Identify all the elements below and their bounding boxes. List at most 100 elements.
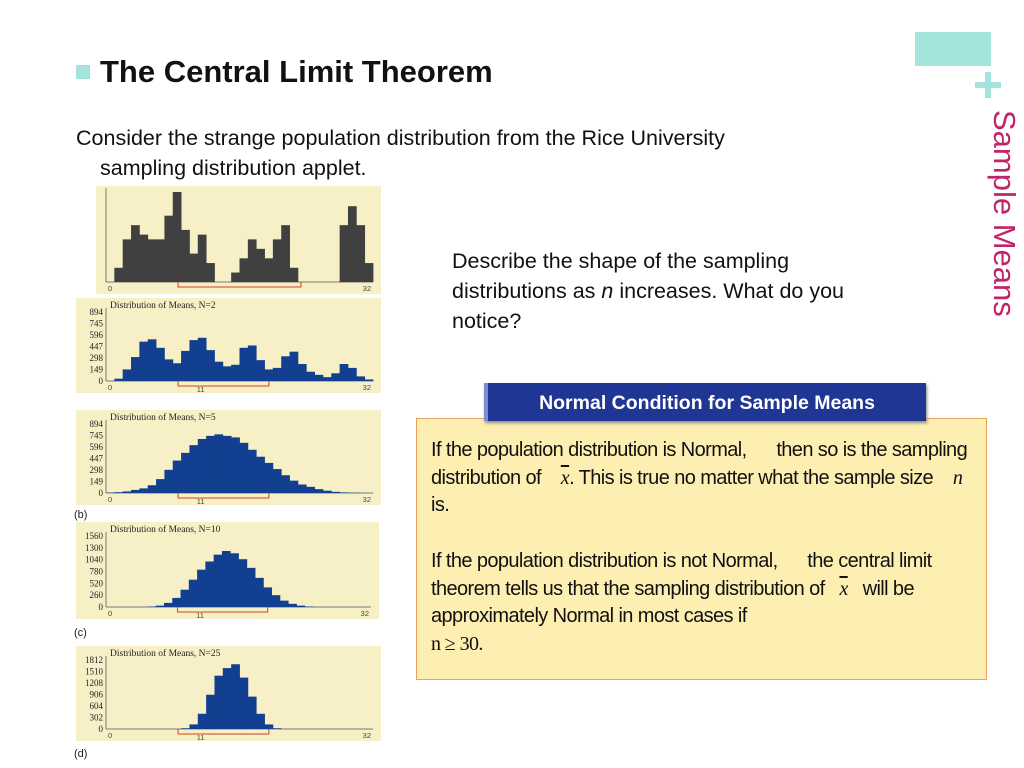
histogram-bar [347,206,357,282]
y-tick-label: 745 [90,431,104,441]
histogram-bar [205,561,215,607]
histogram-bar [296,605,306,607]
condition-p2-a: If the population distribution is not No… [431,550,778,572]
y-tick-label: 780 [90,567,104,577]
histogram-bar [247,345,257,381]
range-bracket [177,729,270,735]
histogram-bar [172,460,182,493]
histogram-bar [164,359,174,381]
histogram-bar [156,479,165,493]
histogram-title: Distribution of Means, N=10 [110,524,221,535]
y-tick-label: 298 [90,353,104,363]
x-tick-label: 32 [363,383,371,392]
histogram-bar [156,347,165,381]
x-tick-label: 0 [108,284,112,293]
histogram-bar [197,337,207,381]
panel-label-d: (d) [74,748,88,760]
condition-p2-xbar: x [839,577,848,600]
histogram-bar [222,435,232,493]
histogram-bar [256,713,265,729]
histogram-bar [172,597,181,607]
y-tick-label: 447 [90,454,104,464]
intro-line-2: sampling distribution applet. [100,156,367,180]
histogram-bar [188,579,198,607]
histogram-bar [180,589,190,607]
histogram-bar [331,491,341,493]
condition-p1-c: . This is true no matter what the sample… [569,466,938,489]
histogram-bar [163,602,173,607]
histogram-bar [239,347,249,381]
histogram-bar [272,469,282,493]
panel-label-c: (c) [74,627,87,639]
x-tick-label: 11 [197,733,205,741]
histogram-bar [272,239,282,282]
histogram-title: Distribution of Means, N=2 [110,300,216,311]
condition-p1-a: If the population distribution is Normal… [431,439,747,461]
histogram-bar [339,492,349,493]
histogram-bar [122,239,132,282]
condition-paragraph-1: If the population distribution is Normal… [431,437,979,520]
corner-accent-block [915,32,991,66]
histogram-bar [306,371,315,381]
histogram-bar [221,551,231,607]
histogram-bar [281,475,290,493]
x-tick-label: 11 [197,497,205,505]
y-tick-label: 1812 [85,655,103,665]
condition-p1-n: n [952,466,963,489]
histogram-bar [238,559,248,607]
y-tick-label: 596 [90,442,104,452]
histogram-bar [289,351,299,381]
y-tick-label: 149 [90,365,104,375]
histogram-bar [356,225,366,282]
histogram-bar [189,445,199,493]
population-histogram-panel: 0 32 [96,186,381,294]
y-tick-label: 302 [90,713,104,723]
y-tick-label: 1040 [85,555,104,565]
means-n2-histogram: Distribution of Means, N=201492984475967… [90,300,374,393]
histogram-bar [131,225,140,282]
x-tick-label: 11 [196,611,204,619]
histogram-bar [279,600,289,607]
histogram-bar [164,215,174,282]
histogram-title: Distribution of Means, N=5 [110,412,216,423]
histogram-bar [322,377,332,381]
page-title: The Central Limit Theorem [100,54,493,89]
condition-p2-b: the central limit theorem tells us that … [431,550,932,600]
histogram-bar [264,462,274,493]
y-tick-label: 894 [90,419,104,429]
histogram-bar [155,605,165,607]
x-tick-label: 32 [363,731,371,740]
histogram-bar [288,603,297,607]
histogram-bar [239,677,249,729]
x-tick-label: 0 [108,495,112,504]
histogram-bar [272,367,282,381]
range-bracket [177,381,270,387]
condition-p1-d: is. [431,494,450,516]
histogram-bar [256,248,265,282]
range-bracket [177,607,269,613]
x-tick-label: 0 [108,383,112,392]
x-tick-label: 32 [363,495,371,504]
condition-p1-xbar: x [560,466,570,489]
histogram-bar [139,234,149,282]
histogram-bar [247,449,257,493]
histogram-bar [197,713,207,729]
means-n5-histogram: Distribution of Means, N=501492984475967… [90,412,373,505]
y-tick-label: 0 [99,602,104,612]
condition-p2-sample-size: n ≥ 30. [431,632,483,655]
histogram-bar [230,553,239,607]
histogram-bar [197,234,207,282]
histogram-bar [139,341,149,381]
condition-paragraph-2: If the population distribution is not No… [431,548,979,658]
histogram-bar [247,239,257,282]
histogram-bar [239,442,249,493]
y-tick-label: 260 [90,590,104,600]
histogram-bar [114,267,124,282]
histogram-bar [263,587,273,607]
histogram-bar [239,258,249,282]
condition-p1-b: then so is the sampling distribution of [431,439,968,489]
histogram-bar [189,340,199,381]
means-n2-histogram-panel: Distribution of Means, N=2 0 149 298 447 596 7… [76,298,381,393]
title-bullet-icon [76,65,90,79]
panel-label-b: (b) [74,509,88,521]
